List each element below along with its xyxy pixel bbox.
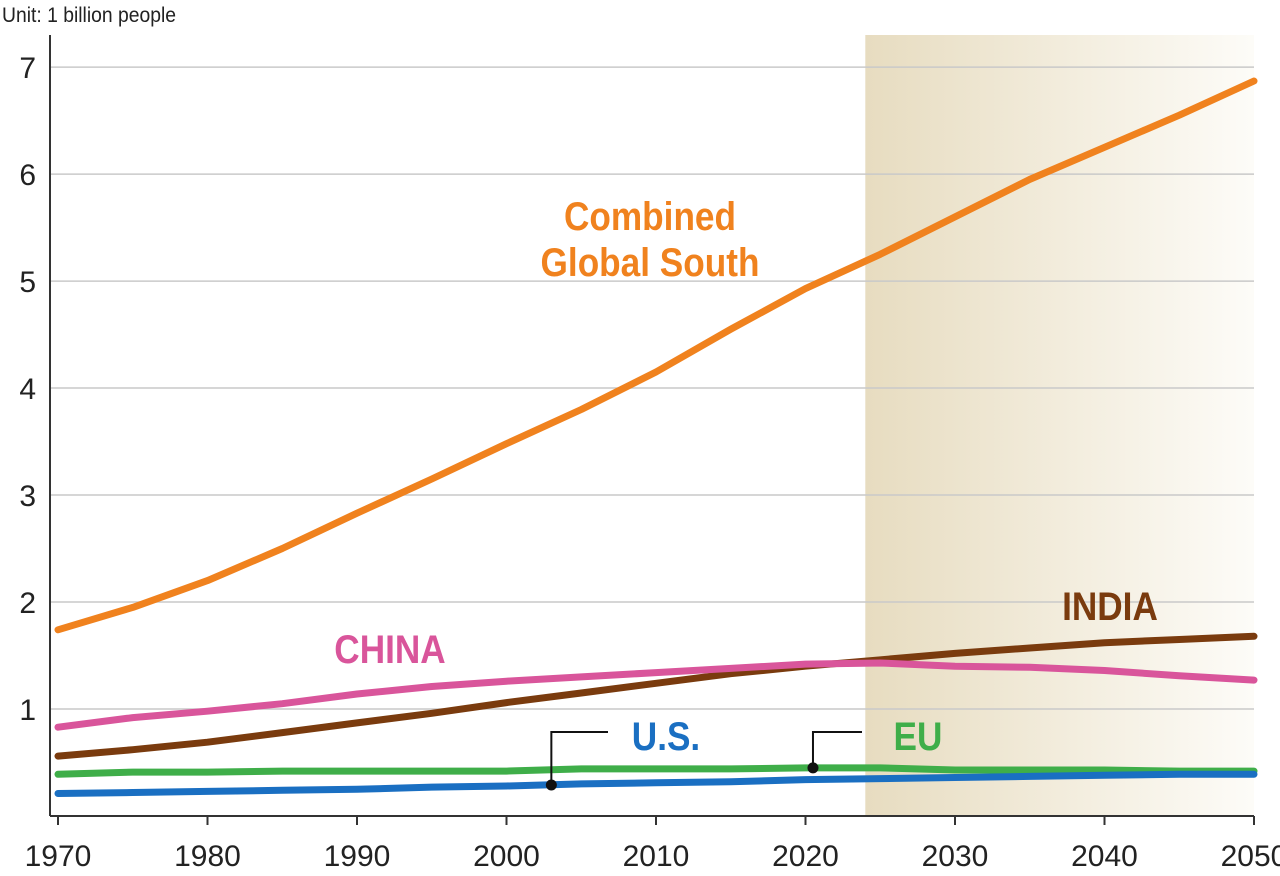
y-tick-label: 3 — [19, 480, 36, 513]
series-label-combined-global-south: Combined — [564, 194, 736, 239]
y-tick-label: 1 — [19, 694, 36, 727]
x-tick-label: 1970 — [25, 840, 92, 873]
series-line-eu — [54, 764, 1258, 778]
x-tick-label: 1990 — [324, 840, 391, 873]
projection-shading — [865, 35, 1254, 816]
y-tick-label: 4 — [19, 373, 36, 406]
callout-line-eu — [811, 731, 862, 768]
series-label-eu: EU — [894, 714, 943, 759]
series-line-china — [54, 659, 1258, 731]
y-tick-label: 6 — [19, 159, 36, 192]
series-label-u-s: U.S. — [632, 714, 700, 759]
callout-dot-eu — [807, 762, 819, 774]
callout-line-u-s — [550, 731, 608, 785]
x-tick-label: 2020 — [772, 840, 839, 873]
series-line-combined-global-south — [54, 77, 1258, 634]
series-label-combined-global-south: Global South — [541, 240, 760, 285]
x-tick-label: 1980 — [174, 840, 241, 873]
series-label-china: CHINA — [334, 627, 445, 672]
series-line-u-s — [54, 770, 1258, 797]
x-tick-label: 2040 — [1071, 840, 1138, 873]
x-tick-label: 2010 — [623, 840, 690, 873]
y-tick-label: 2 — [19, 587, 36, 620]
x-tick-label: 2050 — [1221, 840, 1280, 873]
y-tick-label: 7 — [19, 52, 36, 85]
x-tick-label: 2000 — [473, 840, 540, 873]
y-tick-label: 5 — [19, 266, 36, 299]
x-tick-label: 2030 — [922, 840, 989, 873]
callout-dot-u-s — [545, 779, 557, 791]
series-label-india: INDIA — [1062, 584, 1158, 629]
unit-label: Unit: 1 billion people — [2, 4, 176, 27]
series-line-india — [54, 632, 1258, 760]
